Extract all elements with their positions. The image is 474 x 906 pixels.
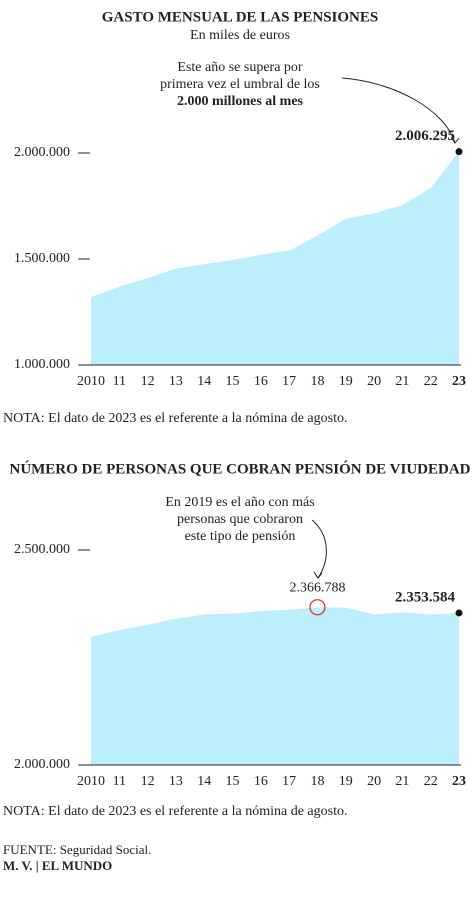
x-tick-label: 20 — [367, 774, 381, 789]
x-tick-label: 12 — [141, 374, 155, 389]
y-tick-label: 1.500.000 — [14, 251, 70, 266]
x-tick-label: 16 — [254, 374, 268, 389]
arrow-head — [450, 136, 460, 144]
x-tick-label: 21 — [395, 374, 409, 389]
y-tick-label: 2.000.000 — [14, 145, 70, 160]
annotation: 2.000 millones al mes — [177, 94, 304, 109]
annotation: este tipo de pensión — [185, 529, 296, 544]
annotation-arrow — [311, 519, 327, 579]
x-tick-label: 20 — [367, 374, 381, 389]
credit: M. V. | EL MUNDO — [3, 858, 112, 873]
annotation-arrow — [341, 77, 456, 144]
x-tick-label: 23 — [452, 374, 466, 389]
x-tick-label: 22 — [424, 374, 438, 389]
x-tick-label: 21 — [395, 774, 409, 789]
x-tick-label: 23 — [452, 774, 466, 789]
x-tick-label: 2010 — [77, 774, 105, 789]
x-tick-label: 14 — [197, 774, 211, 789]
annotation: primera vez el umbral de los — [160, 77, 320, 92]
x-tick-label: 14 — [197, 374, 211, 389]
chart-subtitle: En miles de euros — [190, 28, 290, 43]
x-tick-label: 19 — [339, 774, 353, 789]
x-tick-label: 17 — [282, 374, 296, 389]
annotation: personas que cobraron — [177, 512, 303, 527]
note: NOTA: El dato de 2023 es el referente a … — [3, 411, 347, 426]
x-tick-label: 12 — [141, 774, 155, 789]
x-tick-label: 11 — [113, 774, 126, 789]
y-tick-label: 1.000.000 — [14, 357, 70, 372]
x-tick-label: 15 — [226, 774, 240, 789]
value-label: 2.353.584 — [395, 589, 456, 605]
value-label: 2.006.295 — [395, 128, 455, 144]
x-tick-label: 13 — [169, 774, 183, 789]
x-tick-label: 22 — [424, 774, 438, 789]
x-tick-label: 18 — [310, 374, 324, 389]
highlight-ring — [309, 599, 326, 616]
x-tick-label: 18 — [310, 774, 324, 789]
annotation: En 2019 es el año con más — [165, 495, 314, 510]
chart-title: GASTO MENSUAL DE LAS PENSIONES — [102, 9, 378, 25]
y-tick-label: 2.000.000 — [14, 757, 70, 772]
x-tick-label: 11 — [113, 374, 126, 389]
value-label: 2.366.788 — [289, 580, 345, 595]
point-marker — [455, 609, 463, 617]
chart-title: NÚMERO DE PERSONAS QUE COBRAN PENSIÓN DE… — [9, 460, 470, 477]
source: FUENTE: Seguridad Social. — [3, 842, 151, 857]
x-tick-label: 13 — [169, 374, 183, 389]
point-marker — [455, 148, 463, 156]
x-tick-label: 15 — [226, 374, 240, 389]
x-tick-label: 2010 — [77, 374, 105, 389]
arrow-head — [313, 571, 323, 579]
x-tick-label: 17 — [282, 774, 296, 789]
x-tick-label: 19 — [339, 374, 353, 389]
x-tick-label: 16 — [254, 774, 268, 789]
area — [91, 151, 459, 365]
area — [91, 607, 459, 765]
y-tick-label: 2.500.000 — [14, 542, 70, 557]
note: NOTA: El dato de 2023 es el referente a … — [3, 804, 347, 819]
annotation: Este año se supera por — [177, 60, 303, 75]
